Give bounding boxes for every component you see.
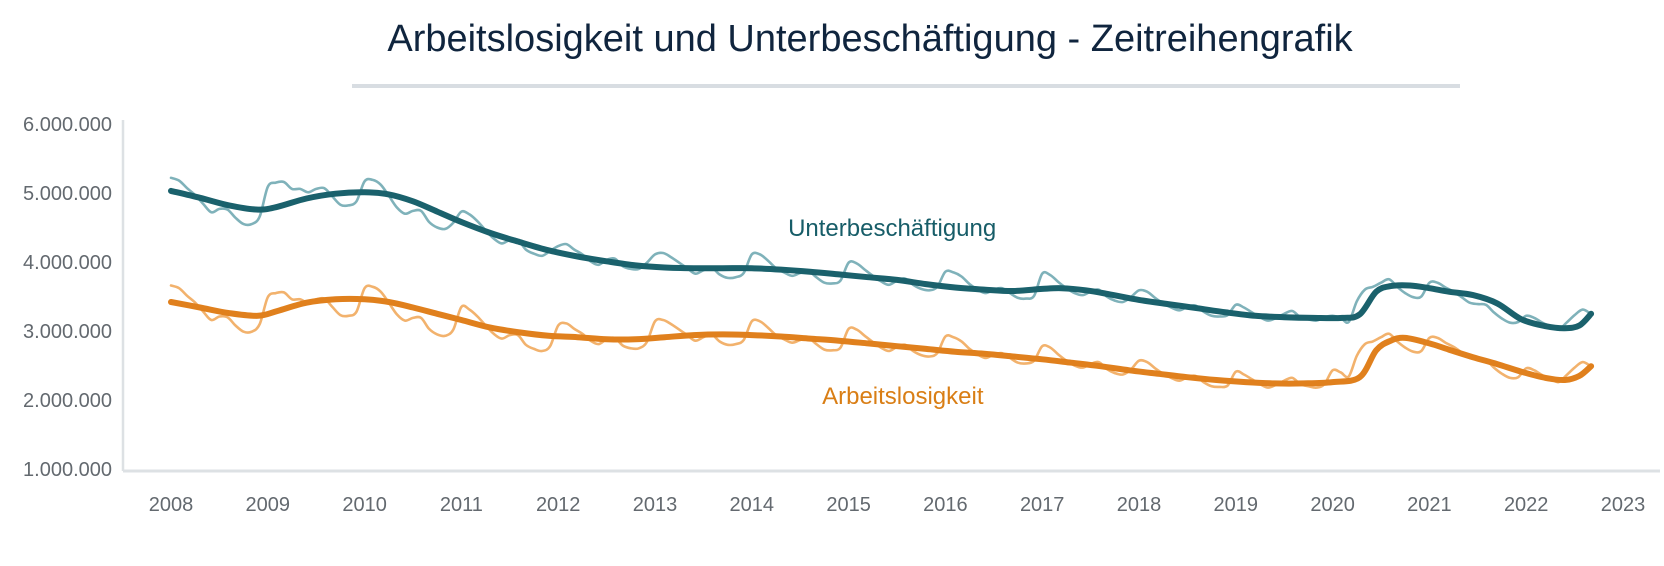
y-tick-label: 6.000.000 bbox=[23, 114, 112, 136]
x-tick-label: 2010 bbox=[342, 494, 387, 516]
y-tick-label: 3.000.000 bbox=[23, 321, 112, 343]
x-tick-label: 2016 bbox=[923, 494, 968, 516]
x-tick-label: 2017 bbox=[1020, 494, 1065, 516]
x-tick-label: 2012 bbox=[536, 494, 581, 516]
y-tick-label: 5.000.000 bbox=[23, 183, 112, 205]
x-tick-label: 2015 bbox=[826, 494, 871, 516]
x-tick-label: 2022 bbox=[1504, 494, 1549, 516]
x-tick-label: 2013 bbox=[633, 494, 678, 516]
chart-title: Arbeitslosigkeit und Unterbeschäftigung … bbox=[387, 18, 1353, 60]
y-tick-label: 1.000.000 bbox=[23, 459, 112, 481]
x-tick-label: 2008 bbox=[149, 494, 194, 516]
series-label-1: Arbeitslosigkeit bbox=[822, 383, 984, 410]
trend-line-0 bbox=[168, 187, 1595, 332]
x-tick-label: 2019 bbox=[1214, 494, 1259, 516]
trend-line-1 bbox=[168, 295, 1595, 387]
y-tick-label: 2.000.000 bbox=[23, 390, 112, 412]
x-tick-label: 2014 bbox=[730, 494, 775, 516]
seasonal-line-0 bbox=[169, 176, 1592, 331]
y-tick-label: 4.000.000 bbox=[23, 252, 112, 274]
x-tick-label: 2021 bbox=[1407, 494, 1452, 516]
x-tick-label: 2023 bbox=[1601, 494, 1646, 516]
x-tick-label: 2009 bbox=[246, 494, 291, 516]
title-underline bbox=[352, 84, 1460, 88]
x-tick-label: 2018 bbox=[1117, 494, 1162, 516]
series-label-0: Unterbeschäftigung bbox=[788, 215, 996, 242]
x-tick-label: 2020 bbox=[1310, 494, 1355, 516]
x-tick-label: 2011 bbox=[440, 494, 483, 516]
